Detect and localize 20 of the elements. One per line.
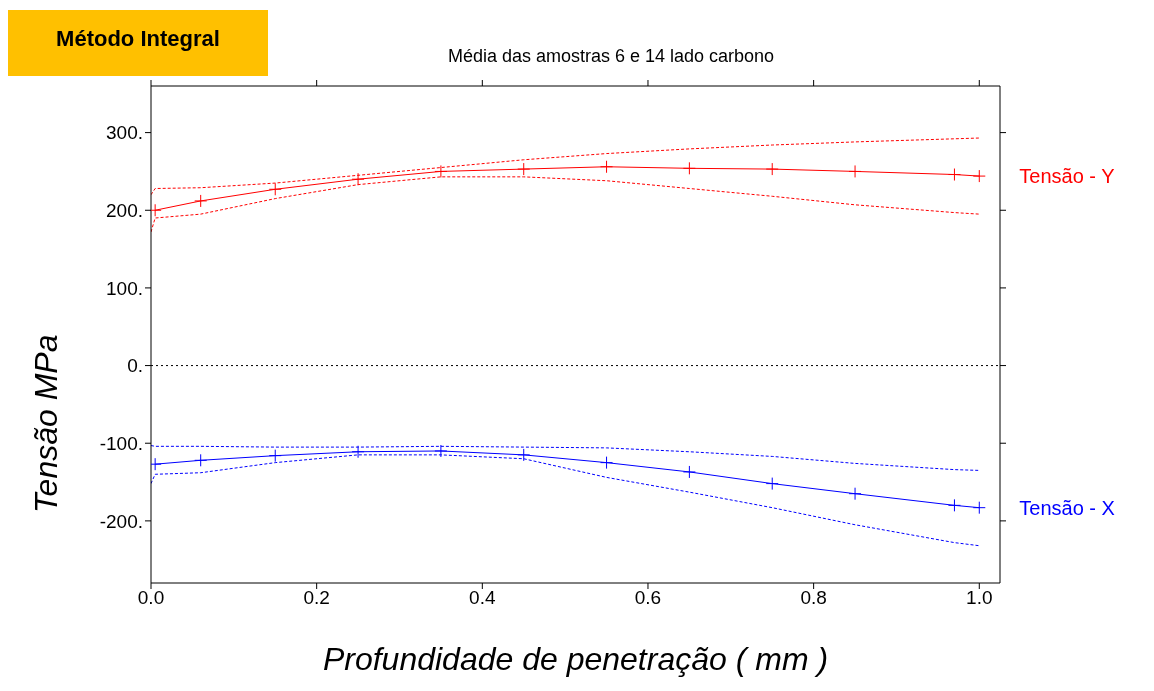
y-tick-label: 100. <box>106 277 143 299</box>
y-tick-label: 0. <box>127 355 143 377</box>
x-tick-label: 0.6 <box>634 587 662 609</box>
line-series <box>151 137 980 196</box>
title-box: Método Integral <box>8 10 268 76</box>
line-series <box>151 444 980 471</box>
series-label: Tensão - Y <box>1019 165 1115 188</box>
x-tick-label: 0.8 <box>800 587 827 609</box>
y-tick-label: -200. <box>99 510 143 532</box>
y-axis-title: Tensão MPa <box>28 334 65 513</box>
x-tick-label: 1.0 <box>966 587 993 609</box>
y-tick-label: -100. <box>99 432 143 454</box>
y-tick-label: 200. <box>106 199 143 221</box>
x-tick-label: 0.2 <box>303 587 330 609</box>
x-axis-title: Profundidade de penetração ( mm ) <box>322 641 829 677</box>
chart-title: Média das amostras 6 e 14 lado carbono <box>446 46 776 67</box>
x-tick-label: 0.0 <box>137 587 165 609</box>
y-tick-label: 300. <box>106 122 143 144</box>
series-label: Tensão - X <box>1019 496 1115 519</box>
x-tick-label: 0.4 <box>469 587 496 609</box>
